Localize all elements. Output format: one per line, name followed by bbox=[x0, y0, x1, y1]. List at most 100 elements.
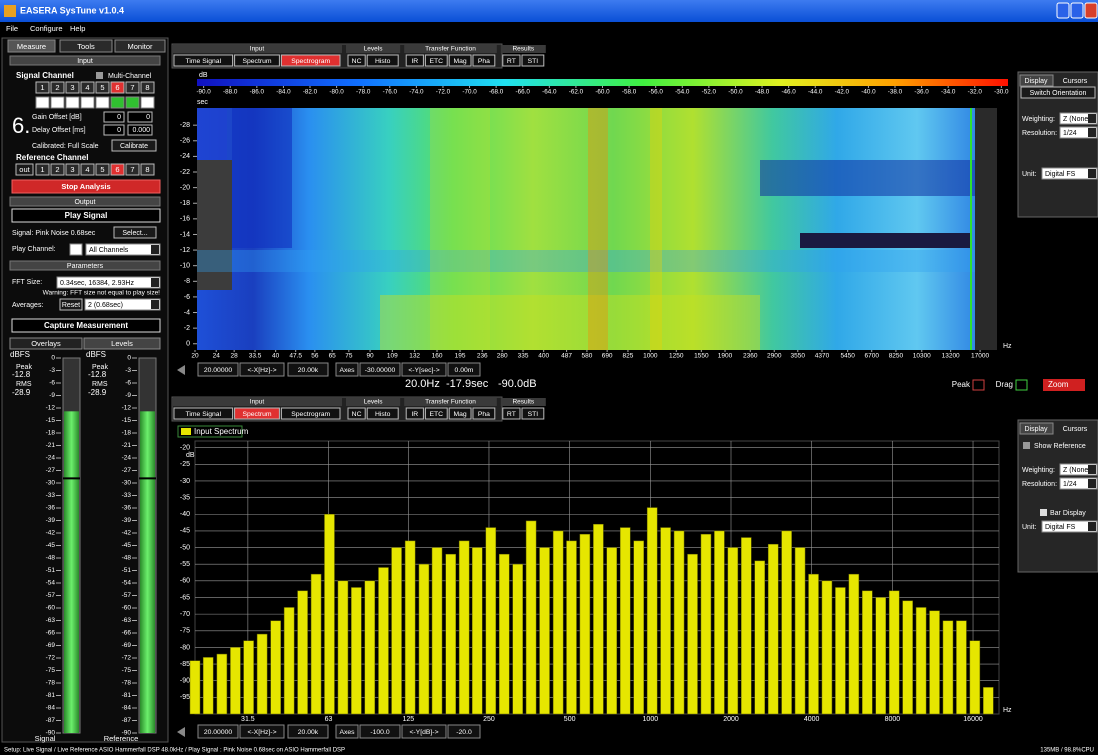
tab[interactable]: Cursors bbox=[1063, 426, 1088, 433]
toolbar-button[interactable]: Histo bbox=[375, 411, 391, 418]
toolbar-button[interactable]: Mag bbox=[453, 411, 466, 418]
dropdown-arrow[interactable] bbox=[1088, 169, 1096, 178]
channel-button[interactable]: 4 bbox=[85, 165, 89, 174]
dropdown-value[interactable]: 2 (0.68sec) bbox=[88, 302, 123, 309]
button[interactable]: Capture Measurement bbox=[44, 321, 128, 330]
menu-item[interactable]: Help bbox=[70, 24, 85, 33]
dropdown-value[interactable]: 1/24 bbox=[1063, 481, 1077, 488]
channel-button[interactable]: 8 bbox=[145, 165, 149, 174]
dropdown-value[interactable]: Digital FS bbox=[1045, 524, 1076, 531]
tab[interactable]: Levels bbox=[111, 339, 133, 348]
menu-item[interactable]: File bbox=[6, 24, 18, 33]
tab[interactable]: Tools bbox=[77, 42, 95, 51]
button[interactable]: Play Signal bbox=[65, 211, 108, 220]
toolbar-button[interactable]: STI bbox=[528, 411, 539, 418]
axis-control[interactable]: <-Y[sec]-> bbox=[408, 367, 439, 374]
axis-control[interactable]: Axes bbox=[339, 367, 355, 374]
input-field[interactable] bbox=[104, 112, 124, 122]
channel-button[interactable]: 6 bbox=[115, 83, 119, 92]
toolbar-button[interactable]: Pha bbox=[478, 58, 490, 65]
channel-button[interactable]: 8 bbox=[145, 83, 149, 92]
toolbar-button[interactable]: RT bbox=[507, 411, 516, 418]
toolbar-button[interactable]: ETC bbox=[429, 58, 443, 65]
dropdown-value[interactable]: 0.34sec, 16384, 2.93Hz bbox=[60, 280, 134, 287]
axis-control[interactable]: -30.00000 bbox=[365, 367, 396, 374]
button[interactable]: Select... bbox=[122, 230, 147, 237]
tab[interactable]: Measure bbox=[17, 42, 46, 51]
input-value[interactable]: 0 bbox=[117, 127, 121, 134]
channel-button[interactable]: 2 bbox=[55, 83, 59, 92]
toolbar-button[interactable]: Spectrum bbox=[242, 58, 271, 65]
axis-control[interactable]: 0.00m bbox=[455, 367, 474, 374]
peak-icon[interactable] bbox=[973, 380, 984, 390]
channel-button[interactable]: 1 bbox=[40, 83, 44, 92]
dropdown-arrow[interactable] bbox=[1088, 479, 1096, 488]
channel-button[interactable]: 3 bbox=[70, 165, 74, 174]
toolbar-button[interactable]: Spectrum bbox=[242, 411, 271, 418]
axis-control[interactable]: <-X[Hz]-> bbox=[247, 367, 276, 374]
axis-control[interactable]: 20.00k bbox=[298, 729, 319, 736]
dropdown-value[interactable]: Z (None) bbox=[1063, 116, 1091, 123]
input-field[interactable] bbox=[104, 125, 124, 135]
zoom-button[interactable]: Zoom bbox=[1048, 380, 1069, 389]
checkbox[interactable] bbox=[1023, 442, 1030, 449]
maximize-button[interactable] bbox=[1071, 3, 1083, 18]
drag-icon[interactable] bbox=[1016, 380, 1027, 390]
axis-control[interactable]: 20.00000 bbox=[204, 367, 233, 374]
channel-button[interactable]: 5 bbox=[100, 83, 104, 92]
axis-control[interactable]: <-X[Hz]-> bbox=[247, 729, 276, 736]
input-value[interactable]: 0 bbox=[117, 114, 121, 121]
axis-control[interactable]: -100.0 bbox=[370, 729, 389, 736]
toolbar-button[interactable]: Spectrogram bbox=[291, 58, 330, 65]
toolbar-button[interactable]: ETC bbox=[429, 411, 443, 418]
button[interactable]: Reset bbox=[62, 302, 80, 309]
toolbar-button[interactable]: IR bbox=[411, 411, 418, 418]
button[interactable]: Calibrate bbox=[120, 143, 148, 150]
button[interactable]: Switch Orientation bbox=[1030, 90, 1087, 97]
dropdown-arrow[interactable] bbox=[151, 300, 159, 309]
toolbar-button[interactable]: Histo bbox=[375, 58, 391, 65]
checkbox[interactable] bbox=[1040, 509, 1047, 516]
channel-button[interactable]: 1 bbox=[40, 165, 44, 174]
axis-control[interactable]: <-Y[dB]-> bbox=[409, 729, 438, 736]
dropdown-arrow[interactable] bbox=[1088, 114, 1096, 123]
axis-control[interactable]: -20.0 bbox=[456, 729, 472, 736]
dropdown-arrow[interactable] bbox=[151, 278, 159, 287]
channel-button[interactable]: 2 bbox=[55, 165, 59, 174]
axis-control[interactable]: 20.00k bbox=[298, 367, 319, 374]
tab[interactable]: Monitor bbox=[127, 42, 153, 51]
close-button[interactable] bbox=[1085, 3, 1097, 18]
toolbar-button[interactable]: Time Signal bbox=[185, 58, 221, 65]
input-value[interactable]: 0 bbox=[146, 114, 150, 121]
drag-button[interactable]: Drag bbox=[996, 380, 1013, 389]
axis-control[interactable]: Axes bbox=[339, 729, 355, 736]
channel-button[interactable]: 7 bbox=[130, 83, 134, 92]
tab[interactable]: Display bbox=[1025, 78, 1048, 85]
channel-button[interactable]: 6 bbox=[115, 165, 119, 174]
dropdown-arrow[interactable] bbox=[1088, 128, 1096, 137]
minimize-button[interactable] bbox=[1057, 3, 1069, 18]
toolbar-button[interactable]: STI bbox=[528, 58, 539, 65]
stop-button[interactable]: Stop Analysis bbox=[61, 182, 110, 191]
dropdown-arrow[interactable] bbox=[1088, 465, 1096, 474]
dropdown-value[interactable]: Z (None) bbox=[1063, 467, 1091, 474]
toolbar-button[interactable]: Spectrogram bbox=[291, 411, 330, 418]
toolbar-button[interactable]: IR bbox=[411, 58, 418, 65]
dropdown-arrow[interactable] bbox=[1088, 522, 1096, 531]
tab[interactable]: Display bbox=[1025, 426, 1048, 433]
axis-control[interactable]: 20.00000 bbox=[204, 729, 233, 736]
peak-button[interactable]: Peak bbox=[952, 380, 971, 389]
toolbar-button[interactable]: Pha bbox=[478, 411, 490, 418]
toolbar-button[interactable]: Time Signal bbox=[185, 411, 221, 418]
toolbar-button[interactable]: RT bbox=[507, 58, 516, 65]
tab[interactable]: Overlays bbox=[31, 339, 61, 348]
dropdown-value[interactable]: Digital FS bbox=[1045, 171, 1076, 178]
dropdown-value[interactable]: All Channels bbox=[89, 247, 129, 254]
checkbox[interactable] bbox=[96, 72, 103, 79]
channel-button[interactable]: 5 bbox=[100, 165, 104, 174]
tab[interactable]: Cursors bbox=[1063, 78, 1088, 85]
channel-button[interactable]: 4 bbox=[85, 83, 89, 92]
dropdown-value[interactable]: 1/24 bbox=[1063, 130, 1077, 137]
channel-button[interactable]: 7 bbox=[130, 165, 134, 174]
dropdown-arrow[interactable] bbox=[151, 245, 159, 254]
